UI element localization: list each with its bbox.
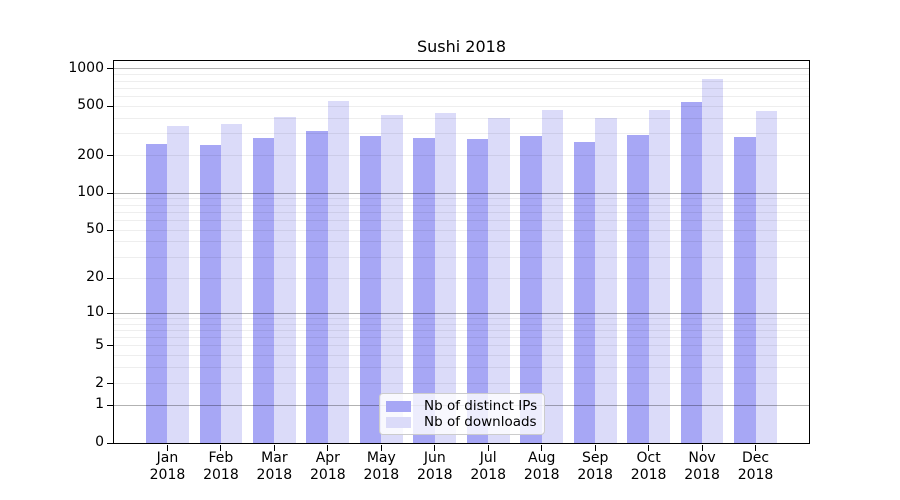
bar-downloads-feb [220, 124, 243, 443]
x-tick-label-jun: Jun 2018 [416, 450, 453, 483]
y-tick-mark [107, 442, 113, 444]
x-tick-mark [327, 445, 329, 451]
bar-distinct-ips-feb [199, 144, 221, 443]
x-tick-label-feb: Feb 2018 [203, 450, 239, 483]
x-tick-mark [220, 445, 222, 451]
bar-downloads-jun [434, 113, 457, 443]
bar-distinct-ips-sep [573, 141, 596, 443]
y-tick-mark [107, 105, 113, 107]
y-tick-label: 0 [95, 434, 104, 450]
bar-downloads-oct [648, 109, 670, 443]
x-tick-mark [273, 445, 275, 451]
y-tick-label: 5 [95, 336, 104, 353]
legend-label-distinct-ips: Nb of distinct IPs [424, 398, 538, 414]
bar-distinct-ips-oct [627, 134, 649, 443]
y-tick-mark [107, 383, 113, 385]
y-tick-label: 50 [86, 221, 104, 238]
plot-area: 1000 500 200 100 50 20 10 5 2 1 0 Jan 2018 Feb 2018 M… [68, 60, 810, 483]
x-tick-mark [648, 445, 650, 451]
x-tick-mark [701, 445, 703, 451]
x-tick-mark [755, 445, 757, 451]
x-tick-mark [541, 445, 543, 451]
bar-downloads-may [381, 114, 403, 443]
bar-distinct-ips-jun [413, 138, 435, 443]
x-tick-mark [594, 445, 596, 451]
x-tick-label-oct: Oct 2018 [630, 450, 667, 483]
x-tick-mark [380, 445, 382, 451]
x-tick-mark [487, 445, 489, 451]
bar-distinct-ips-jul [466, 138, 489, 443]
y-tick-label: 100 [77, 184, 104, 201]
bar-downloads-aug [541, 109, 564, 443]
x-tick-label-may: May 2018 [363, 450, 400, 483]
x-tick-label-dec: Dec 2018 [737, 450, 774, 483]
bar-downloads-dec [755, 110, 777, 443]
y-tick-mark [107, 192, 113, 194]
x-tick-label-mar: Mar 2018 [256, 450, 293, 483]
bar-distinct-ips-dec [734, 136, 756, 443]
bar-distinct-ips-aug [520, 136, 542, 443]
y-tick-mark [107, 155, 113, 157]
gridline-minor [114, 74, 809, 76]
y-tick-label: 1000 [68, 59, 104, 76]
y-tick-mark [107, 277, 113, 279]
x-tick-mark [434, 445, 436, 451]
bar-distinct-ips-apr [306, 131, 328, 443]
x-tick-label-jan: Jan 2018 [149, 450, 186, 483]
x-tick-label-aug: Aug 2018 [523, 450, 560, 483]
x-tick-mark [166, 445, 168, 451]
y-tick-label: 200 [77, 146, 104, 163]
legend-swatch-distinct-ips [386, 400, 411, 412]
y-tick-mark [107, 68, 113, 70]
bar-downloads-jan [167, 125, 189, 443]
legend-item-distinct-ips: Nb of distinct IPs [386, 398, 538, 414]
bar-downloads-sep [595, 118, 617, 443]
legend-swatch-downloads [386, 416, 411, 428]
y-tick-label: 2 [95, 374, 104, 391]
bar-downloads-nov [702, 79, 724, 443]
legend-label-downloads: Nb of downloads [424, 414, 537, 430]
y-tick-label: 20 [86, 269, 104, 286]
y-tick-label: 1 [95, 396, 104, 413]
y-tick-label: 10 [86, 304, 104, 321]
bar-distinct-ips-mar [253, 137, 275, 443]
legend-item-downloads: Nb of downloads [386, 414, 538, 430]
chart-title: Sushi 2018 [416, 37, 507, 56]
y-tick-mark [107, 312, 113, 314]
gridline-major [114, 68, 809, 70]
bar-downloads-apr [327, 100, 350, 443]
x-tick-label-sep: Sep 2018 [577, 450, 613, 483]
x-tick-label-nov: Nov 2018 [684, 450, 720, 483]
x-tick-label-jul: Jul 2018 [470, 450, 507, 483]
bar-distinct-ips-nov [680, 101, 703, 443]
bar-downloads-mar [274, 116, 296, 443]
y-tick-mark [107, 404, 113, 406]
y-tick-mark [107, 229, 113, 231]
y-tick-label: 500 [77, 97, 104, 114]
legend: Nb of distinct IPs Nb of downloads [379, 393, 545, 435]
bar-distinct-ips-may [359, 135, 382, 443]
bar-downloads-jul [488, 118, 510, 443]
y-tick-mark [107, 345, 113, 347]
x-tick-label-apr: Apr 2018 [310, 450, 346, 483]
bar-distinct-ips-jan [146, 143, 168, 443]
